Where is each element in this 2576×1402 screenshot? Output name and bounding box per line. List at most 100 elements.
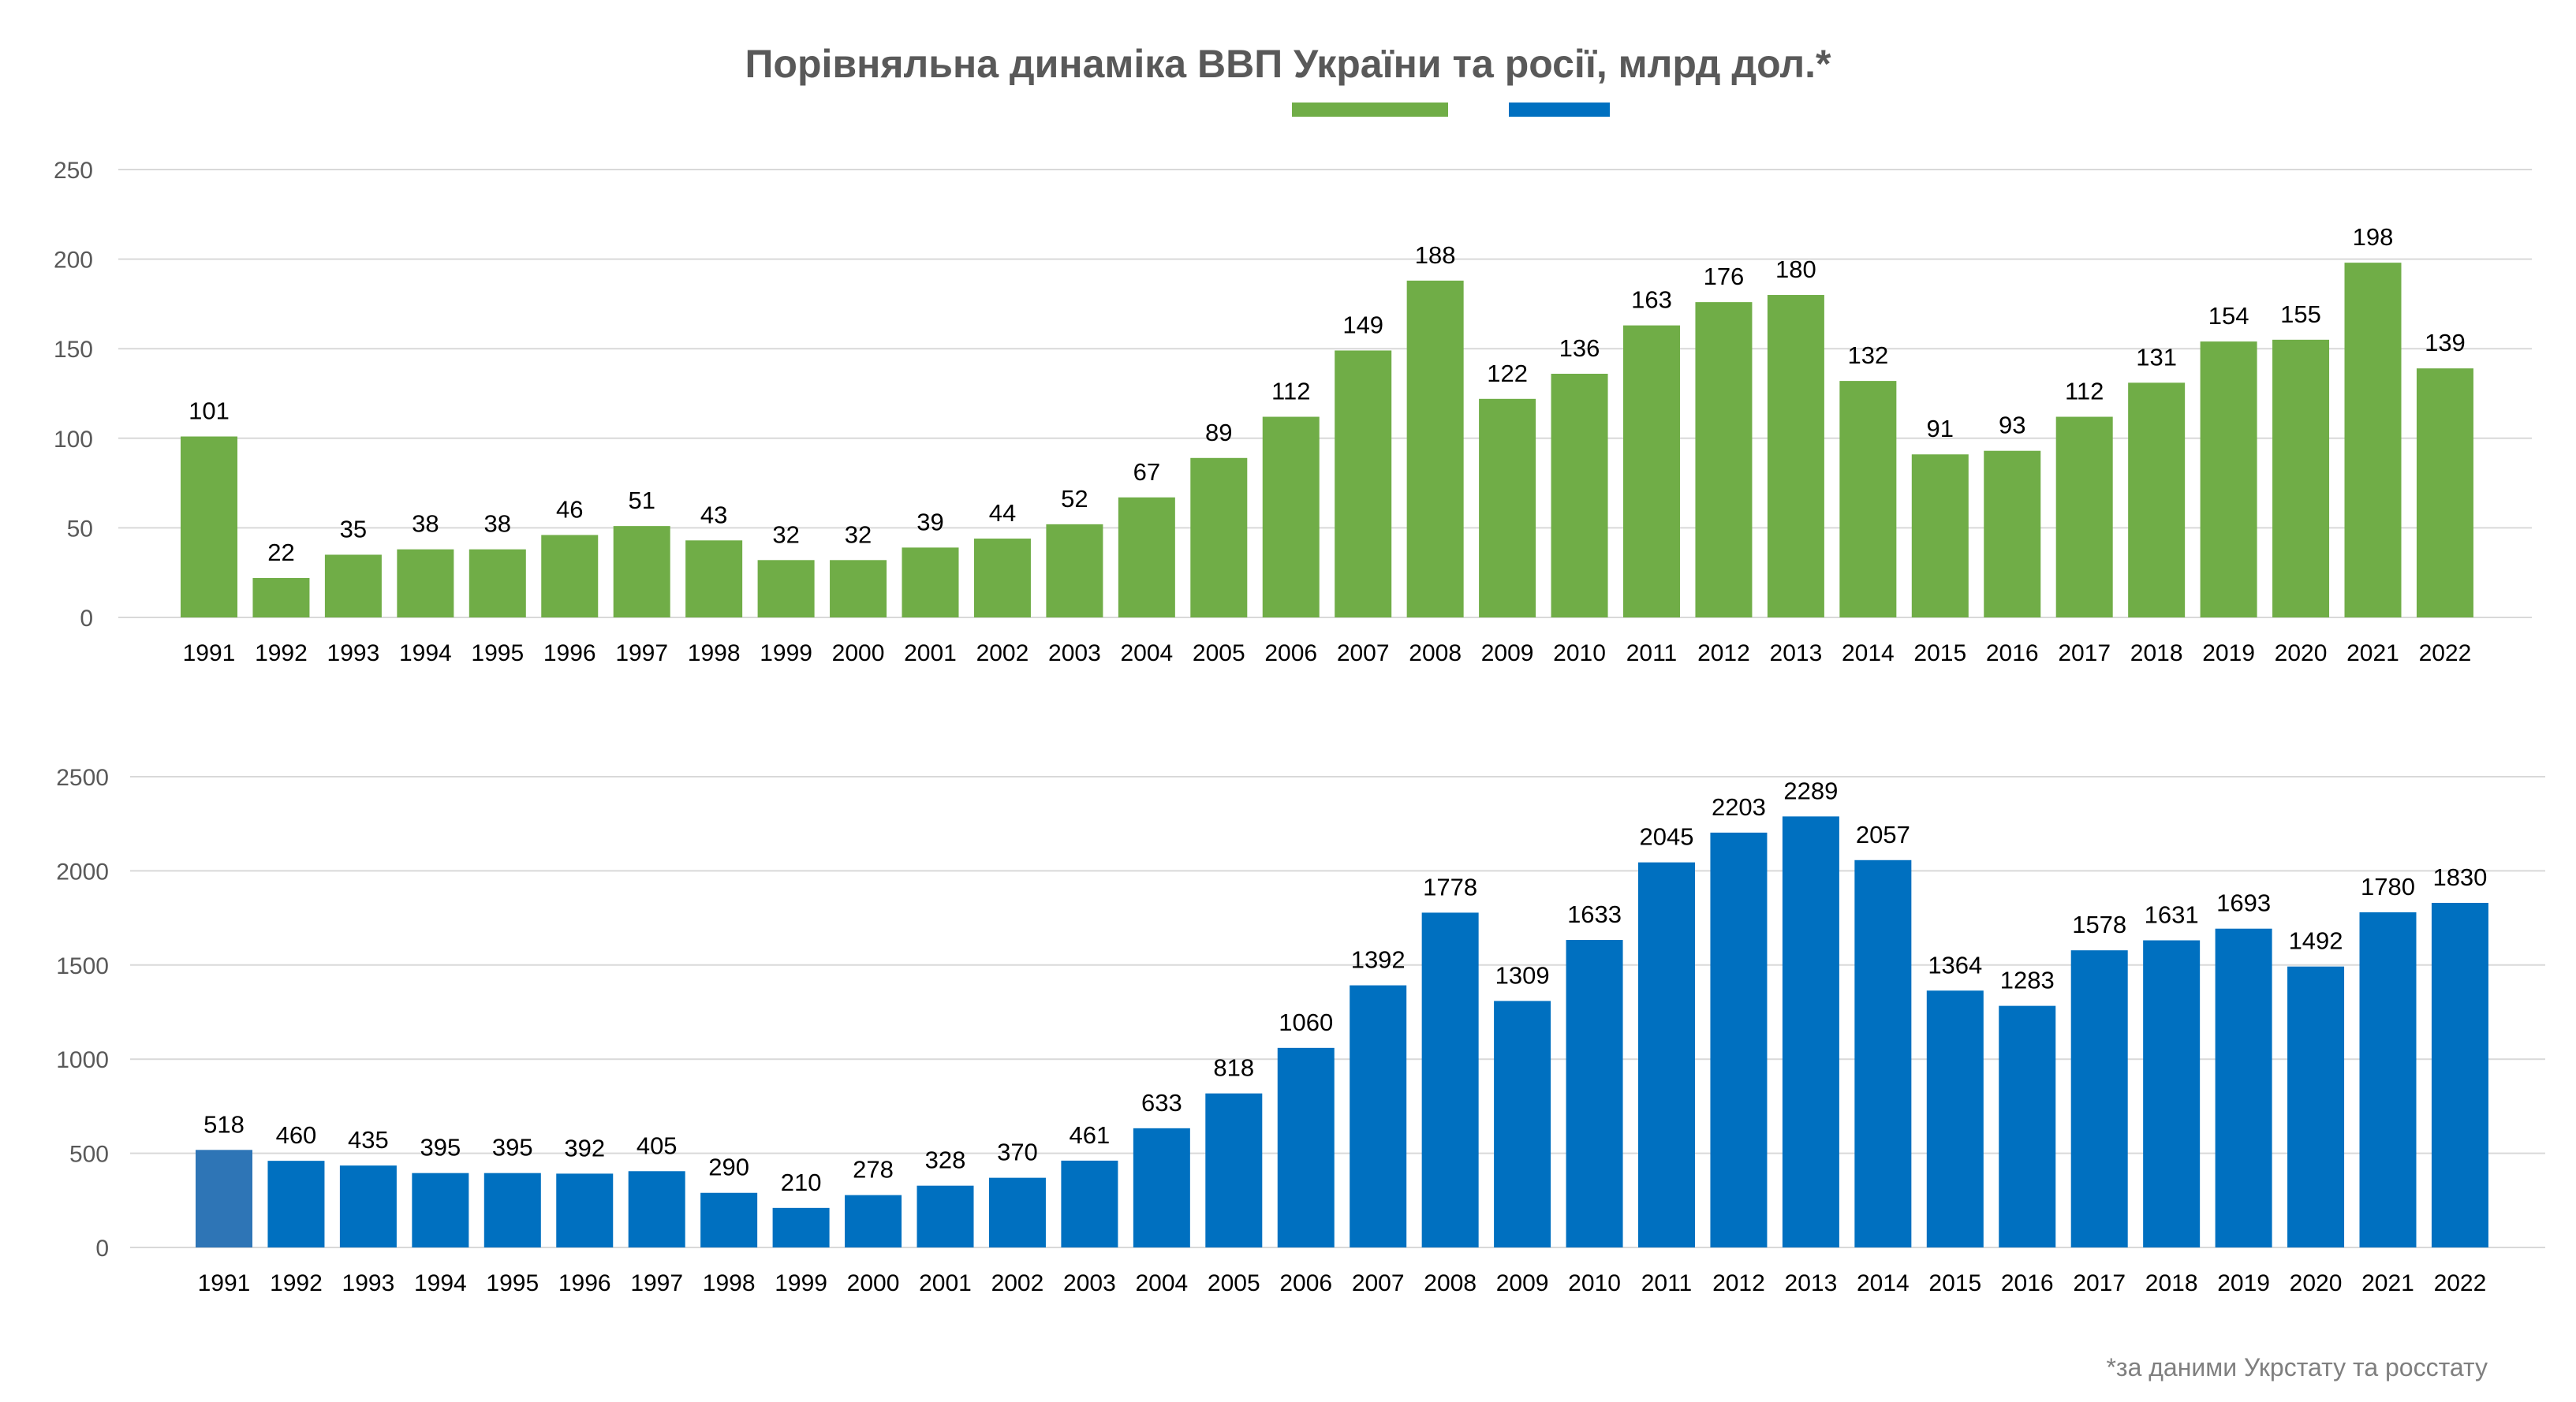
x-tick-label: 1996 [543,640,596,666]
x-tick-label: 2007 [1337,640,1390,666]
data-label: 328 [925,1147,966,1174]
data-label: 278 [853,1156,894,1184]
bar-russia-1994 [412,1173,469,1247]
y-tick-label: 2500 [56,765,109,791]
bar-russia-2019 [2215,928,2272,1247]
y-tick-label: 1500 [56,953,109,979]
x-tick-label: 2013 [1785,1270,1838,1296]
data-label: 132 [1847,341,1888,369]
data-label: 1492 [2289,927,2343,955]
x-tick-label: 2019 [2217,1270,2270,1296]
bar-russia-2018 [2143,940,2201,1247]
x-tick-label: 1997 [630,1270,683,1296]
bar-russia-1995 [483,1173,541,1247]
x-tick-label: 1991 [183,640,236,666]
x-tick-label: 2002 [991,1270,1044,1296]
x-tick-label: 1997 [615,640,668,666]
x-tick-label: 2022 [2419,640,2472,666]
data-label: 188 [1415,241,1456,269]
data-label: 39 [917,508,943,535]
bar-russia-2006 [1277,1047,1335,1247]
y-tick-label: 150 [54,337,93,363]
x-tick-label: 2001 [919,1270,972,1296]
x-tick-label: 2009 [1481,640,1534,666]
data-label: 395 [420,1134,461,1161]
x-tick-label: 2016 [1986,640,2039,666]
data-label: 1830 [2432,863,2487,891]
bar-ukraine-2017 [2055,416,2113,617]
x-tick-label: 2006 [1264,640,1317,666]
bar-ukraine-2014 [1839,381,1897,617]
x-tick-label: 1992 [270,1270,323,1296]
bar-russia-2022 [2431,902,2488,1247]
bar-ukraine-2000 [830,560,887,617]
x-tick-label: 1992 [255,640,308,666]
bar-ukraine-2016 [1984,450,2041,617]
data-label: 1780 [2361,873,2415,900]
data-label: 44 [989,499,1016,527]
x-tick-label: 2015 [1928,1270,1981,1296]
bar-russia-1999 [772,1207,830,1247]
bar-ukraine-2011 [1623,325,1680,617]
data-label: 122 [1487,360,1528,387]
bar-ukraine-2020 [2272,339,2330,617]
bar-russia-2008 [1421,912,1479,1247]
bar-ukraine-1993 [324,554,382,617]
data-label: 392 [564,1134,605,1161]
bar-russia-2017 [2070,950,2128,1247]
data-label: 2045 [1640,823,1694,851]
x-tick-label: 2022 [2434,1270,2487,1296]
x-tick-label: 1993 [327,640,380,666]
data-label: 32 [772,520,799,548]
data-label: 38 [412,510,439,538]
x-tick-label: 2007 [1352,1270,1405,1296]
data-label: 32 [845,520,872,548]
bar-ukraine-1997 [613,526,670,617]
bar-russia-1996 [556,1173,614,1247]
y-tick-label: 100 [54,427,93,453]
bar-russia-2014 [1854,859,1912,1247]
bar-russia-2013 [1782,816,1839,1247]
bar-russia-2007 [1350,985,1407,1247]
data-label: 460 [276,1121,317,1149]
x-tick-label: 2012 [1697,640,1750,666]
data-label: 1631 [2145,901,2199,929]
bar-russia-1997 [628,1171,685,1247]
data-label: 633 [1141,1089,1182,1117]
y-tick-label: 2000 [56,859,109,885]
y-tick-label: 200 [54,248,93,274]
data-label: 1633 [1567,900,1622,928]
data-label: 1778 [1423,873,1477,900]
y-tick-label: 0 [80,606,93,632]
data-label: 67 [1133,458,1160,486]
x-tick-label: 2014 [1857,1270,1910,1296]
x-tick-label: 2004 [1135,1270,1188,1296]
x-tick-label: 1991 [198,1270,251,1296]
data-label: 43 [700,501,727,528]
x-tick-label: 2011 [1641,1270,1693,1296]
bar-ukraine-1996 [541,535,599,617]
data-label: 139 [2425,329,2466,356]
data-label: 131 [2136,343,2177,371]
data-label: 370 [997,1139,1038,1166]
x-tick-label: 2018 [2145,1270,2198,1296]
bar-russia-2011 [1638,862,1695,1247]
bar-ukraine-2006 [1262,416,1320,617]
x-tick-label: 1993 [342,1270,395,1296]
bar-russia-1993 [339,1165,397,1247]
bar-ukraine-2009 [1479,398,1536,617]
y-tick-label: 500 [69,1142,109,1168]
data-label: 198 [2353,223,2394,251]
bar-ukraine-2013 [1767,295,1824,617]
bar-ukraine-2004 [1118,497,1175,617]
data-label: 22 [267,539,294,566]
bar-ukraine-1998 [685,540,743,617]
bar-russia-2002 [988,1177,1046,1247]
data-label: 101 [189,397,230,425]
data-label: 35 [340,515,367,543]
data-label: 435 [348,1126,389,1154]
x-tick-label: 2010 [1568,1270,1621,1296]
x-tick-label: 2017 [2058,640,2111,666]
bar-russia-2009 [1494,1001,1551,1247]
